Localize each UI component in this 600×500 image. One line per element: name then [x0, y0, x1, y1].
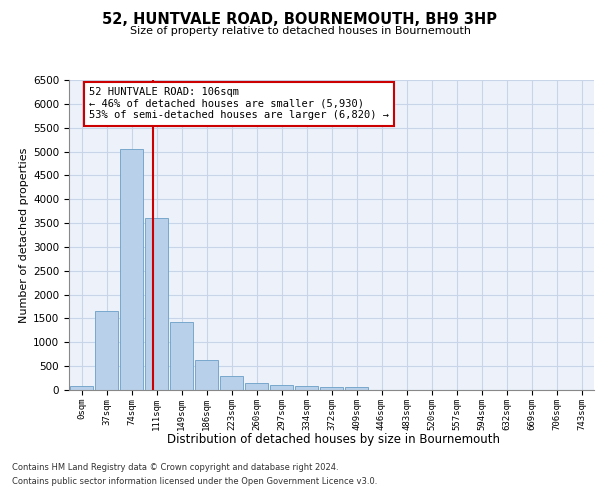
Text: 52 HUNTVALE ROAD: 106sqm
← 46% of detached houses are smaller (5,930)
53% of sem: 52 HUNTVALE ROAD: 106sqm ← 46% of detach… — [89, 87, 389, 120]
Bar — [170, 322, 193, 390]
Text: Contains public sector information licensed under the Open Government Licence v3: Contains public sector information licen… — [12, 477, 377, 486]
Text: Size of property relative to detached houses in Bournemouth: Size of property relative to detached ho… — [130, 26, 470, 36]
Text: 52, HUNTVALE ROAD, BOURNEMOUTH, BH9 3HP: 52, HUNTVALE ROAD, BOURNEMOUTH, BH9 3HP — [103, 12, 497, 28]
Bar — [220, 376, 243, 390]
Text: Distribution of detached houses by size in Bournemouth: Distribution of detached houses by size … — [167, 432, 500, 446]
Bar — [145, 218, 168, 390]
Bar — [120, 148, 143, 390]
Y-axis label: Number of detached properties: Number of detached properties — [19, 148, 29, 322]
Bar — [95, 312, 118, 390]
Bar — [295, 386, 318, 390]
Bar — [195, 360, 218, 390]
Bar — [345, 388, 368, 390]
Bar — [70, 386, 93, 390]
Bar — [270, 385, 293, 390]
Bar — [320, 387, 343, 390]
Bar — [245, 382, 268, 390]
Text: Contains HM Land Registry data © Crown copyright and database right 2024.: Contains HM Land Registry data © Crown c… — [12, 464, 338, 472]
